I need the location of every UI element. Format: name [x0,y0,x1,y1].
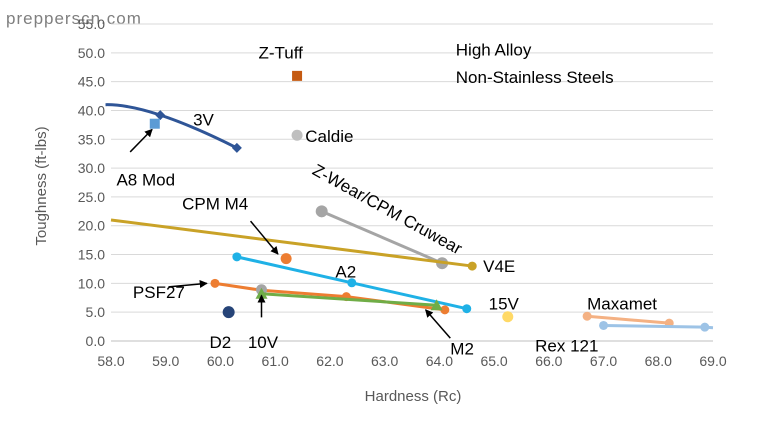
data-point [232,252,242,262]
data-point [315,205,328,218]
x-tick-label: 61.0 [262,353,289,369]
label-z-tuff: Z-Tuff [258,44,303,63]
data-point [280,253,292,265]
y-tick-label: 15.0 [78,247,105,263]
label-non-stainless-steels: Non-Stainless Steels [456,68,614,87]
x-axis-ticks: 58.0 59.0 60.0 61.0 62.0 63.0 64.0 65.0 66.0 67.0… [97,353,726,369]
data-point [502,311,514,323]
x-axis-title: Hardness (Rc) [365,388,462,405]
y-tick-label: 55.0 [78,16,105,32]
label-a2: A2 [335,263,356,282]
series-caldie [291,129,303,141]
series-a8-mod [149,118,160,129]
label-cpm-m4: CPM M4 [182,195,248,214]
y-tick-label: 35.0 [78,131,105,147]
series-d2 [222,306,235,319]
label-10v: 10V [248,333,279,352]
y-tick-label: 30.0 [78,160,105,176]
x-tick-label: 62.0 [316,353,343,369]
series-maxamet [582,311,674,328]
data-point [700,322,710,332]
y-tick-label: 0.0 [86,333,106,349]
data-point [599,320,609,330]
data-point [347,278,357,288]
y-tick-label: 45.0 [78,74,105,90]
series-a2 [232,252,472,314]
data-point [440,305,450,315]
y-tick-label: 10.0 [78,275,105,291]
data-point [231,142,242,153]
y-tick-label: 5.0 [86,304,106,320]
series-15v [502,311,514,323]
y-tick-label: 40.0 [78,102,105,118]
label-15v: 15V [489,294,520,313]
label-maxamet: Maxamet [587,294,657,313]
x-tick-label: 58.0 [97,353,124,369]
x-tick-label: 63.0 [371,353,398,369]
series-3v [105,103,242,153]
label-z-wear-cpm-cruwear: Z-Wear/CPM Cruwear [309,160,465,258]
data-point [155,110,166,121]
series-line [110,218,473,268]
annotations: High Alloy Non-Stainless Steels 3V A8 Mod Z-… [116,41,657,359]
y-axis-title: Toughness (ft-lbs) [33,126,50,245]
series-line [321,209,443,265]
label-rex-121: Rex 121 [535,336,598,355]
x-tick-label: 68.0 [645,353,672,369]
annotation-arrow [168,280,208,288]
label-d2: D2 [210,333,232,352]
series-line [587,314,670,325]
series-v4e [110,218,477,271]
data-series [105,70,714,332]
label-high-alloy: High Alloy [456,41,532,60]
label-psf27: PSF27 [133,283,185,302]
annotation-arrow [249,220,279,255]
annotation-arrow [129,128,153,153]
x-tick-label: 60.0 [207,353,234,369]
data-point [467,261,477,271]
y-tick-label: 25.0 [78,189,105,205]
data-point [210,278,220,288]
x-tick-label: 64.0 [426,353,453,369]
x-tick-label: 59.0 [152,353,179,369]
label-a8-mod: A8 Mod [116,170,175,189]
series-line [105,103,238,150]
y-tick-label: 20.0 [78,218,105,234]
data-point [582,311,592,321]
annotation-arrows [129,128,451,339]
label-caldie: Caldie [305,127,353,146]
series-z-tuff [292,70,303,81]
label-3v: 3V [193,110,214,129]
data-point [430,299,443,311]
watermark: prepperscn.com [6,9,142,28]
data-point [149,118,160,129]
data-point [462,304,472,314]
annotation-arrow [425,309,451,339]
label-v4e: V4E [483,257,515,276]
series-line [261,292,437,307]
data-point [292,70,303,81]
series-cpm-m4 [280,253,292,265]
label-m2: M2 [450,339,474,358]
y-tick-label: 50.0 [78,45,105,61]
x-tick-label: 69.0 [699,353,726,369]
y-axis-ticks: 0.0 5.0 10.0 15.0 20.0 25.0 30.0 35.0 40.0 45.0 50… [78,16,105,349]
x-tick-label: 67.0 [590,353,617,369]
data-point [291,129,303,141]
data-point [222,306,235,319]
x-tick-label: 66.0 [535,353,562,369]
series-rex-121 [599,320,714,332]
x-tick-label: 65.0 [480,353,507,369]
series-line [603,323,714,330]
